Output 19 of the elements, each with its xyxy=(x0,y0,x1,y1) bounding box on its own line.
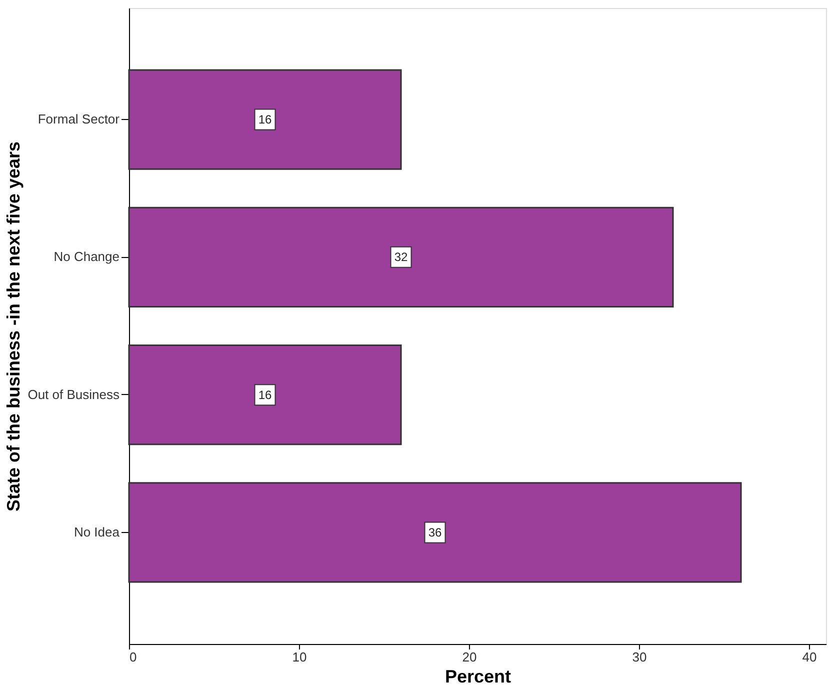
bar xyxy=(128,482,742,583)
bar xyxy=(128,206,674,308)
y-tick-label: No Change xyxy=(54,249,120,264)
x-axis-title: Percent xyxy=(444,666,512,686)
x-tick-label: 20 xyxy=(462,650,477,664)
bar xyxy=(128,69,402,170)
x-tick-label: 30 xyxy=(632,650,647,664)
x-tick-label: 10 xyxy=(292,650,307,664)
y-tick-label: Out of Business xyxy=(28,386,120,402)
y-tick-label: Formal Sector xyxy=(38,112,120,127)
y-axis-title: State of the business -in the next five years xyxy=(4,141,24,512)
x-tick-label: 0 xyxy=(130,650,137,664)
data-label: 32 xyxy=(394,250,408,264)
bar xyxy=(128,344,402,446)
x-tick-label: 40 xyxy=(802,650,817,664)
y-tick-label: No Idea xyxy=(74,524,120,540)
data-label: 16 xyxy=(258,388,272,402)
data-label: 36 xyxy=(428,525,442,540)
data-label: 16 xyxy=(258,112,272,127)
